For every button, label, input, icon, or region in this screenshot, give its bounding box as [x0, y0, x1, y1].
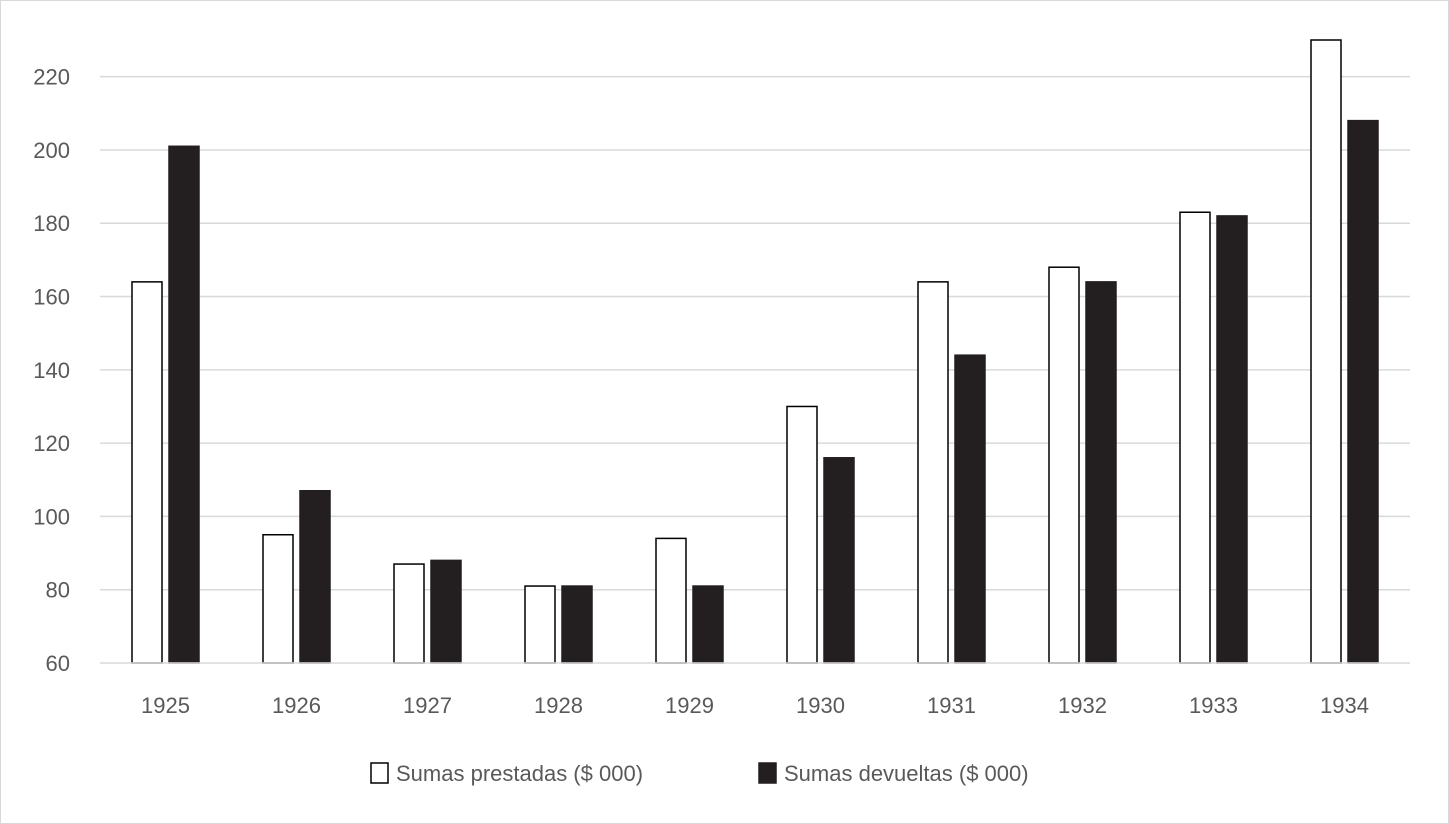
bar-prestadas-1933: [1179, 211, 1211, 664]
bar-devueltas-1925: [168, 145, 200, 664]
x-tick-label: 1933: [1189, 693, 1238, 718]
bar-devueltas-1931: [954, 354, 986, 664]
bar-prestadas-1931: [917, 281, 949, 664]
y-tick-label: 220: [33, 65, 70, 90]
y-tick-label: 120: [33, 431, 70, 456]
x-tick-label: 1931: [927, 693, 976, 718]
bar-prestadas-1930: [786, 405, 818, 664]
legend-swatch-prestadas: [370, 762, 389, 784]
x-tick-label: 1930: [796, 693, 845, 718]
legend: Sumas prestadas ($ 000) Sumas devueltas …: [370, 761, 1029, 786]
bar-prestadas-1928: [524, 585, 556, 664]
bar-prestadas-1932: [1048, 266, 1080, 664]
legend-label-prestadas: Sumas prestadas ($ 000): [396, 761, 643, 786]
bar-devueltas-1927: [430, 559, 462, 664]
bar-prestadas-1929: [655, 537, 687, 664]
bar-devueltas-1926: [299, 490, 331, 664]
x-tick-label: 1928: [534, 693, 583, 718]
bar-devueltas-1929: [692, 585, 724, 664]
legend-label-devueltas: Sumas devueltas ($ 000): [784, 761, 1029, 786]
bar-prestadas-1927: [393, 563, 425, 664]
y-tick-label: 140: [33, 358, 70, 383]
bars: [131, 39, 1379, 664]
bar-devueltas-1932: [1085, 281, 1117, 664]
x-tick-label: 1927: [403, 693, 452, 718]
x-axis-ticks: 1925 1926 1927 1928 1929 1930 1931 1932 1933 1934: [141, 693, 1369, 718]
x-tick-label: 1932: [1058, 693, 1107, 718]
x-tick-label: 1925: [141, 693, 190, 718]
bar-prestadas-1934: [1310, 39, 1342, 664]
x-tick-label: 1926: [272, 693, 321, 718]
y-tick-label: 160: [33, 285, 70, 310]
y-tick-label: 80: [46, 578, 70, 603]
bar-prestadas-1925: [131, 281, 163, 664]
y-axis-ticks: 60 80 100 120 140 160 180 200 220: [33, 65, 70, 676]
x-tick-label: 1934: [1320, 693, 1369, 718]
legend-swatch-devueltas: [758, 762, 777, 784]
y-tick-label: 180: [33, 211, 70, 236]
y-tick-label: 60: [46, 651, 70, 676]
bar-prestadas-1926: [262, 533, 294, 664]
gridlines: [100, 75, 1410, 591]
y-tick-label: 200: [33, 138, 70, 163]
y-tick-label: 100: [33, 504, 70, 529]
bar-devueltas-1930: [823, 457, 855, 664]
bar-devueltas-1933: [1216, 215, 1248, 664]
x-tick-label: 1929: [665, 693, 714, 718]
bar-devueltas-1928: [561, 585, 593, 664]
bar-devueltas-1934: [1347, 119, 1379, 664]
